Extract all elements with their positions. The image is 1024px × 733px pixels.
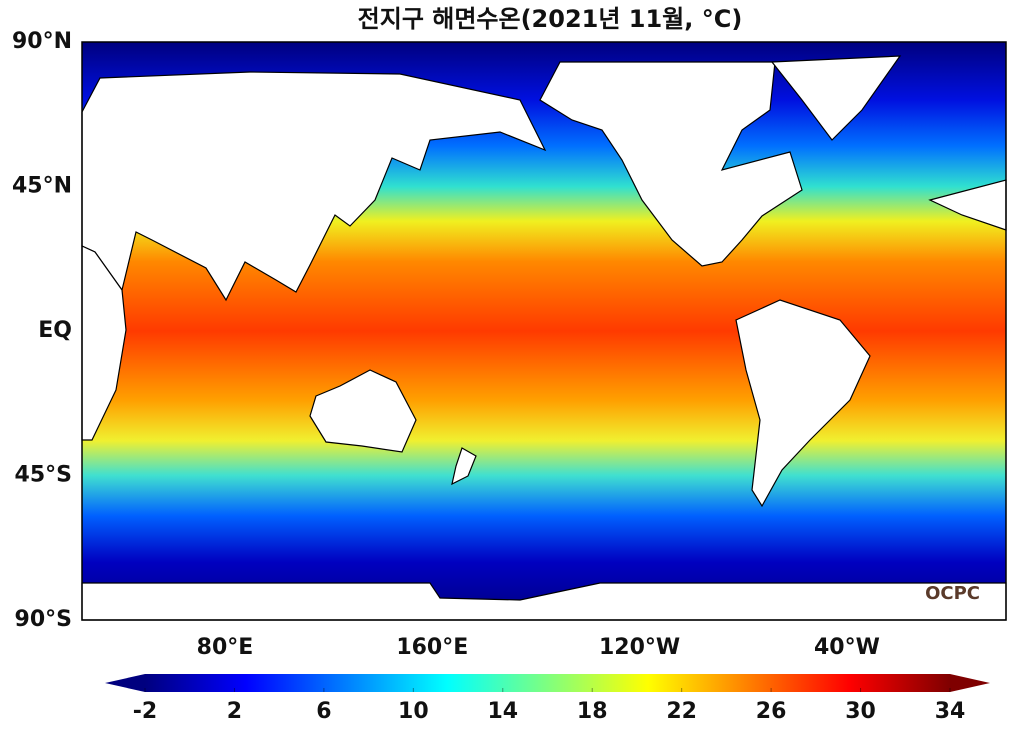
lon-label: 40°W xyxy=(814,635,880,660)
australia xyxy=(309,369,417,453)
map-frame xyxy=(81,41,1007,621)
colorbar-tick-label: 6 xyxy=(316,699,331,724)
colorbar-tick-label: 2 xyxy=(227,699,242,724)
lon-labels: 80°E 160°E 120°W 40°W xyxy=(197,635,880,660)
colorbar-tick-label: 22 xyxy=(666,699,697,724)
map-title: 전지구 해면수온(2021년 11월, °C) xyxy=(358,5,743,33)
lon-label: 120°W xyxy=(599,635,680,660)
lat-label: 90°N xyxy=(12,29,72,54)
lon-label: 80°E xyxy=(197,635,254,660)
greenland xyxy=(770,55,902,141)
colorbar-bar xyxy=(145,674,950,692)
south-america xyxy=(735,299,871,508)
colorbar-tick-label: -2 xyxy=(133,699,157,724)
colorbar-min-arrow xyxy=(105,674,145,692)
colorbar-tick-label: 34 xyxy=(935,699,966,724)
eurasia xyxy=(81,71,547,302)
lat-label: 45°S xyxy=(15,463,72,488)
africa xyxy=(81,245,127,441)
lat-label: 90°S xyxy=(15,607,72,632)
map: OCPC xyxy=(81,41,1007,621)
new-zealand xyxy=(451,447,477,486)
lat-label: 45°N xyxy=(12,174,72,199)
colorbar-max-arrow xyxy=(950,674,990,692)
colorbar: -2 2 6 10 14 18 22 26 30 34 xyxy=(105,674,990,724)
lon-label: 160°E xyxy=(396,635,468,660)
north-america xyxy=(539,61,803,267)
watermark: OCPC xyxy=(925,583,980,604)
colorbar-tick-label: 14 xyxy=(487,699,518,724)
colorbar-tick-label: 10 xyxy=(398,699,429,724)
colorbar-tick-label: 26 xyxy=(756,699,787,724)
colorbar-tick-label: 18 xyxy=(577,699,608,724)
lat-labels: 90°N 45°N EQ 45°S 90°S xyxy=(12,29,72,632)
lat-label: EQ xyxy=(38,318,72,343)
colorbar-tick-label: 30 xyxy=(845,699,876,724)
